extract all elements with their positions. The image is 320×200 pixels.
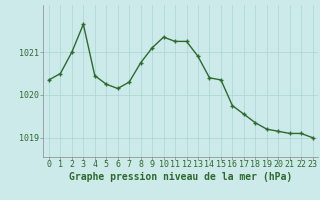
X-axis label: Graphe pression niveau de la mer (hPa): Graphe pression niveau de la mer (hPa) [69, 172, 292, 182]
